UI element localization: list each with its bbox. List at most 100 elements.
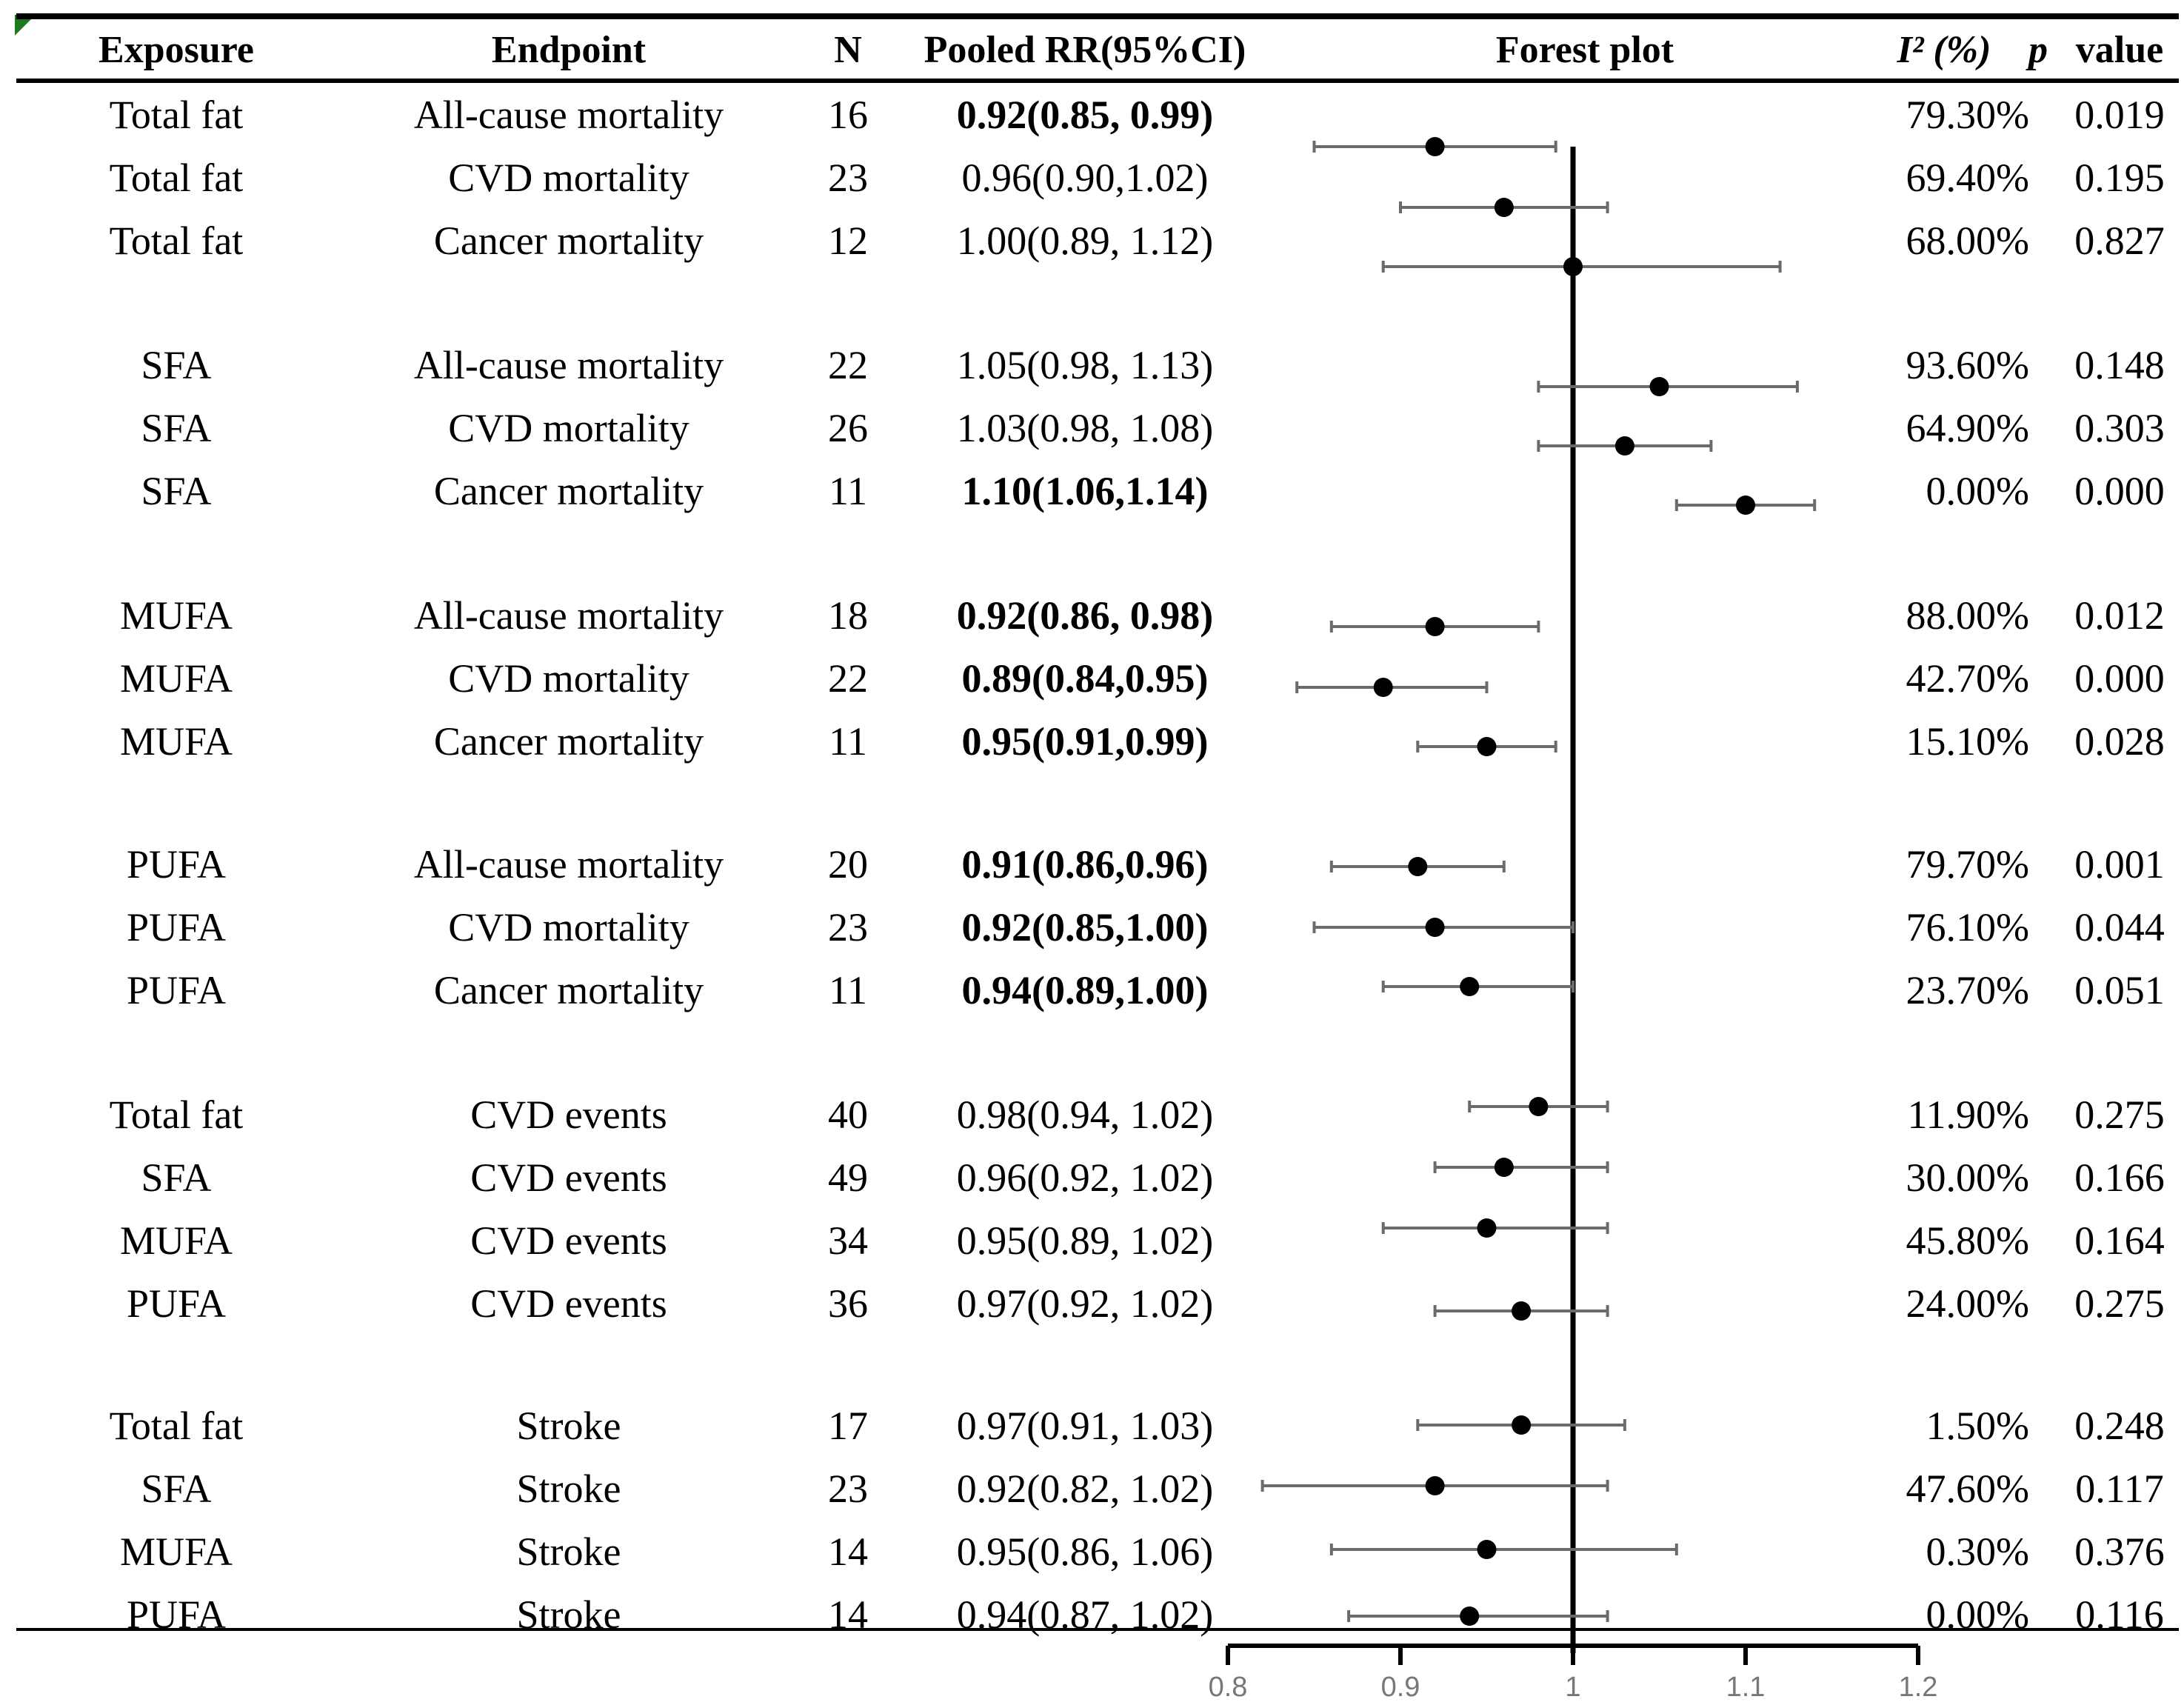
- header-n: N: [834, 29, 862, 71]
- endpoint-cell: CVD mortality: [448, 406, 689, 450]
- i2-cell: 1.50%: [1926, 1404, 2029, 1448]
- n-cell: 22: [828, 343, 868, 387]
- header-i2: I² (%): [1897, 29, 1991, 71]
- pooled-rr-cell: 0.95(0.91,0.99): [961, 719, 1209, 764]
- i2-cell: 0.00%: [1926, 469, 2029, 513]
- exposure-cell: Total fat: [109, 1092, 244, 1137]
- point-estimate: [1373, 678, 1393, 697]
- pooled-rr-cell: 0.95(0.86, 1.06): [956, 1529, 1214, 1574]
- exposure-cell: Total fat: [109, 218, 244, 263]
- n-cell: 23: [828, 156, 868, 200]
- endpoint-cell: All-cause mortality: [413, 593, 724, 638]
- i2-cell: 79.70%: [1906, 842, 2029, 887]
- x-tick-label: 1: [1565, 1672, 1580, 1703]
- n-cell: 36: [828, 1281, 868, 1326]
- n-cell: 16: [828, 93, 868, 137]
- header-endpoint: Endpoint: [491, 29, 647, 71]
- p-value-cell: 0.827: [2074, 218, 2165, 263]
- i2-cell: 45.80%: [1906, 1218, 2029, 1263]
- endpoint-cell: CVD events: [470, 1281, 667, 1326]
- i2-cell: 24.00%: [1906, 1281, 2029, 1326]
- point-estimate: [1425, 918, 1445, 937]
- exposure-cell: SFA: [141, 1467, 212, 1511]
- top-rule: [16, 13, 2179, 19]
- pooled-rr-cell: 0.94(0.89,1.00): [961, 968, 1209, 1012]
- pooled-rr-cell: 0.92(0.85, 0.99): [956, 93, 1214, 137]
- exposure-cell: MUFA: [119, 719, 233, 764]
- exposure-cell: PUFA: [126, 1592, 227, 1637]
- endpoint-cell: Stroke: [516, 1529, 621, 1574]
- i2-cell: 0.30%: [1926, 1529, 2029, 1574]
- p-value-cell: 0.195: [2074, 156, 2165, 200]
- endpoint-cell: All-cause mortality: [413, 842, 724, 887]
- x-tick-label: 1.2: [1899, 1672, 1938, 1703]
- p-value-cell: 0.116: [2075, 1592, 2164, 1637]
- i2-cell: 0.00%: [1926, 1592, 2029, 1637]
- endpoint-cell: Stroke: [516, 1592, 621, 1637]
- header-p: p: [2028, 29, 2048, 71]
- endpoint-cell: All-cause mortality: [413, 343, 724, 387]
- n-cell: 18: [828, 593, 868, 638]
- endpoint-cell: CVD mortality: [448, 656, 689, 701]
- p-value-cell: 0.051: [2074, 968, 2165, 1012]
- exposure-cell: MUFA: [119, 656, 233, 701]
- p-value-cell: 0.164: [2074, 1218, 2165, 1263]
- p-value-cell: 0.148: [2074, 343, 2165, 387]
- n-cell: 17: [828, 1404, 868, 1448]
- endpoint-cell: Cancer mortality: [433, 218, 704, 263]
- exposure-cell: SFA: [141, 406, 212, 450]
- pooled-rr-cell: 0.92(0.86, 0.98): [956, 593, 1214, 638]
- point-estimate: [1512, 1301, 1532, 1321]
- x-tick-label: 0.8: [1209, 1672, 1248, 1703]
- n-cell: 11: [829, 968, 867, 1012]
- n-cell: 11: [829, 719, 867, 764]
- endpoint-cell: All-cause mortality: [413, 93, 724, 137]
- endpoint-cell: CVD events: [470, 1155, 667, 1200]
- n-cell: 11: [829, 469, 867, 513]
- pooled-rr-cell: 0.98(0.94, 1.02): [956, 1092, 1214, 1137]
- p-value-cell: 0.001: [2074, 842, 2165, 887]
- n-cell: 23: [828, 1467, 868, 1511]
- exposure-cell: PUFA: [126, 968, 227, 1012]
- endpoint-cell: CVD mortality: [448, 905, 689, 950]
- i2-cell: 64.90%: [1906, 406, 2029, 450]
- n-cell: 40: [828, 1092, 868, 1137]
- i2-cell: 76.10%: [1906, 905, 2029, 950]
- x-tick-label: 1.1: [1726, 1672, 1766, 1703]
- n-cell: 14: [828, 1592, 868, 1637]
- i2-cell: 88.00%: [1906, 593, 2029, 638]
- p-value-cell: 0.019: [2074, 93, 2165, 137]
- point-estimate: [1460, 1606, 1480, 1626]
- n-cell: 26: [828, 406, 868, 450]
- point-estimate: [1425, 1476, 1445, 1495]
- endpoint-cell: CVD events: [470, 1218, 667, 1263]
- pooled-rr-cell: 1.00(0.89, 1.12): [956, 218, 1214, 263]
- exposure-cell: PUFA: [126, 905, 227, 950]
- p-value-cell: 0.166: [2074, 1155, 2165, 1200]
- exposure-cell: SFA: [141, 1155, 212, 1200]
- header-rule: [16, 79, 2179, 83]
- pooled-rr-cell: 0.97(0.91, 1.03): [956, 1404, 1214, 1448]
- exposure-cell: Total fat: [109, 1404, 244, 1448]
- p-value-cell: 0.028: [2074, 719, 2165, 764]
- pooled-rr-cell: 1.10(1.06,1.14): [961, 469, 1209, 513]
- i2-cell: 30.00%: [1906, 1155, 2029, 1200]
- point-estimate: [1649, 377, 1669, 396]
- endpoint-cell: Cancer mortality: [433, 719, 704, 764]
- exposure-cell: SFA: [141, 343, 212, 387]
- point-estimate: [1512, 1415, 1532, 1435]
- pooled-rr-cell: 0.96(0.92, 1.02): [956, 1155, 1214, 1200]
- pooled-rr-cell: 1.03(0.98, 1.08): [956, 406, 1214, 450]
- bottom-rule: [16, 1628, 2179, 1631]
- p-value-cell: 0.117: [2075, 1467, 2164, 1511]
- point-estimate: [1425, 617, 1445, 636]
- exposure-cell: Total fat: [109, 93, 244, 137]
- i2-cell: 15.10%: [1906, 719, 2029, 764]
- i2-cell: 42.70%: [1906, 656, 2029, 701]
- header-value: value: [2075, 29, 2164, 71]
- endpoint-cell: CVD mortality: [448, 156, 689, 200]
- point-estimate: [1494, 198, 1514, 217]
- point-estimate: [1477, 1540, 1497, 1559]
- pooled-rr-cell: 0.95(0.89, 1.02): [956, 1218, 1214, 1263]
- p-value-cell: 0.044: [2074, 905, 2165, 950]
